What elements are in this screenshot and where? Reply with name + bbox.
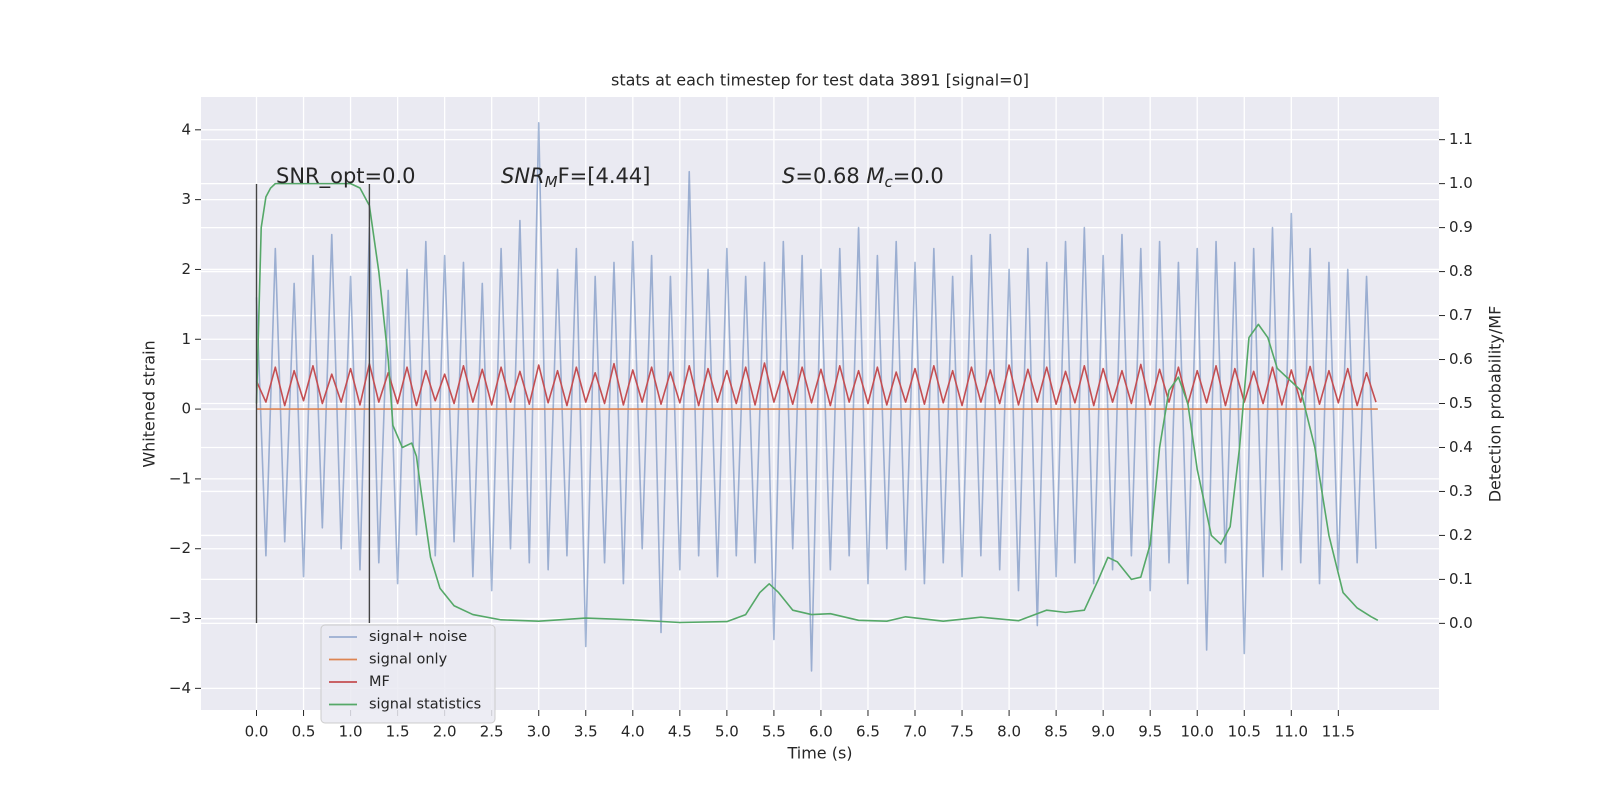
y2-tick-label: 0.9 xyxy=(1449,218,1473,236)
annotation-part: SNR_opt=0.0 xyxy=(276,164,416,189)
legend-label: signal+ noise xyxy=(369,629,467,645)
annotation-part: S xyxy=(782,164,795,188)
annotation: SNRMF=[4.44] xyxy=(501,164,650,191)
annotation: S=0.68 Mc=0.0 xyxy=(782,164,944,191)
x-tick-label: 9.0 xyxy=(1091,723,1115,741)
x-tick-label: 3.0 xyxy=(527,723,551,741)
x-tick-label: 4.5 xyxy=(668,723,692,741)
chart-title: stats at each timestep for test data 389… xyxy=(611,71,1029,90)
axes: 0.0 0.5 1.0 1.5 2.0 2.5 3.0 3.5 4.0 4.5 5.0 5.5 6.0 6… xyxy=(169,120,1473,740)
x-tick-label: 8.0 xyxy=(997,723,1021,741)
legend-box xyxy=(320,624,496,724)
y2-tick-label: 0.1 xyxy=(1449,570,1473,588)
y2-tick-label: 0.7 xyxy=(1449,306,1473,324)
y2-tick-label: 0.5 xyxy=(1449,394,1473,412)
x-tick-label: 0.0 xyxy=(245,723,269,741)
x-tick-label: 11.5 xyxy=(1322,723,1355,741)
y-tick-label: 3 xyxy=(181,190,191,208)
x-tick-label: 9.5 xyxy=(1138,723,1162,741)
annotation-part: SNR xyxy=(501,164,545,188)
x-tick-label: 2.0 xyxy=(433,723,457,741)
x-tick-label: 4.0 xyxy=(621,723,645,741)
x-tick-label: 0.5 xyxy=(292,723,316,741)
x-tick-label: 2.5 xyxy=(480,723,504,741)
x-tick-label: 1.5 xyxy=(386,723,410,741)
x-tick-label: 6.0 xyxy=(809,723,833,741)
annotation: SNR_opt=0.0 xyxy=(276,164,416,189)
x-tick-label: 6.5 xyxy=(856,723,880,741)
series-line xyxy=(255,122,1377,672)
y2-tick-label: 1.1 xyxy=(1449,130,1473,148)
y-tick-label: −2 xyxy=(169,539,191,557)
legend-label: MF xyxy=(369,674,390,690)
x-tick-label: 5.5 xyxy=(762,723,786,741)
x-tick-label: 3.5 xyxy=(574,723,598,741)
y2-tick-label: 0.8 xyxy=(1449,262,1473,280)
y2-tick-label: 1.0 xyxy=(1449,174,1473,192)
x-tick-label: 11.0 xyxy=(1275,723,1308,741)
x-tick-label: 1.0 xyxy=(339,723,363,741)
y-axis-label: Whitened strain xyxy=(140,340,159,467)
y2-tick-label: 0.0 xyxy=(1449,614,1473,632)
annotation-part: =0.68 xyxy=(795,164,866,188)
y2-axis-label: Detection probability/MF xyxy=(1486,306,1505,503)
y-tick-label: −1 xyxy=(169,469,191,487)
marks: SNR_opt=0.0 SNRMF=[4.44] S=0.68 Mc=0.0 xyxy=(255,122,1379,672)
series-line xyxy=(255,182,1379,624)
y2-tick-label: 0.4 xyxy=(1449,438,1473,456)
y-tick-label: 0 xyxy=(181,400,191,418)
legend-label: signal statistics xyxy=(369,697,481,713)
x-tick-label: 7.0 xyxy=(903,723,927,741)
y2-tick-label: 0.3 xyxy=(1449,482,1473,500)
x-tick-label: 5.0 xyxy=(715,723,739,741)
y-tick-label: −3 xyxy=(169,609,191,627)
annotation-part: c xyxy=(885,173,894,191)
annotation-part: M xyxy=(545,173,558,191)
y-tick-label: 2 xyxy=(181,260,191,278)
annotation-part: M xyxy=(866,164,884,188)
legend-label: signal only xyxy=(369,652,448,668)
x-tick-label: 8.5 xyxy=(1044,723,1068,741)
y-tick-label: 4 xyxy=(181,120,191,138)
x-tick-label: 10.5 xyxy=(1228,723,1261,741)
y2-tick-label: 0.6 xyxy=(1449,350,1473,368)
x-tick-label: 7.5 xyxy=(950,723,974,741)
annotation-part: =0.0 xyxy=(893,164,944,188)
x-axis-label: Time (s) xyxy=(786,744,852,763)
y2-tick-label: 0.2 xyxy=(1449,526,1473,544)
series-line xyxy=(255,362,1377,407)
annotation-part: F=[4.44] xyxy=(558,164,651,188)
y-tick-label: −4 xyxy=(169,679,191,697)
y-tick-label: 1 xyxy=(181,330,191,348)
x-tick-label: 10.0 xyxy=(1181,723,1214,741)
